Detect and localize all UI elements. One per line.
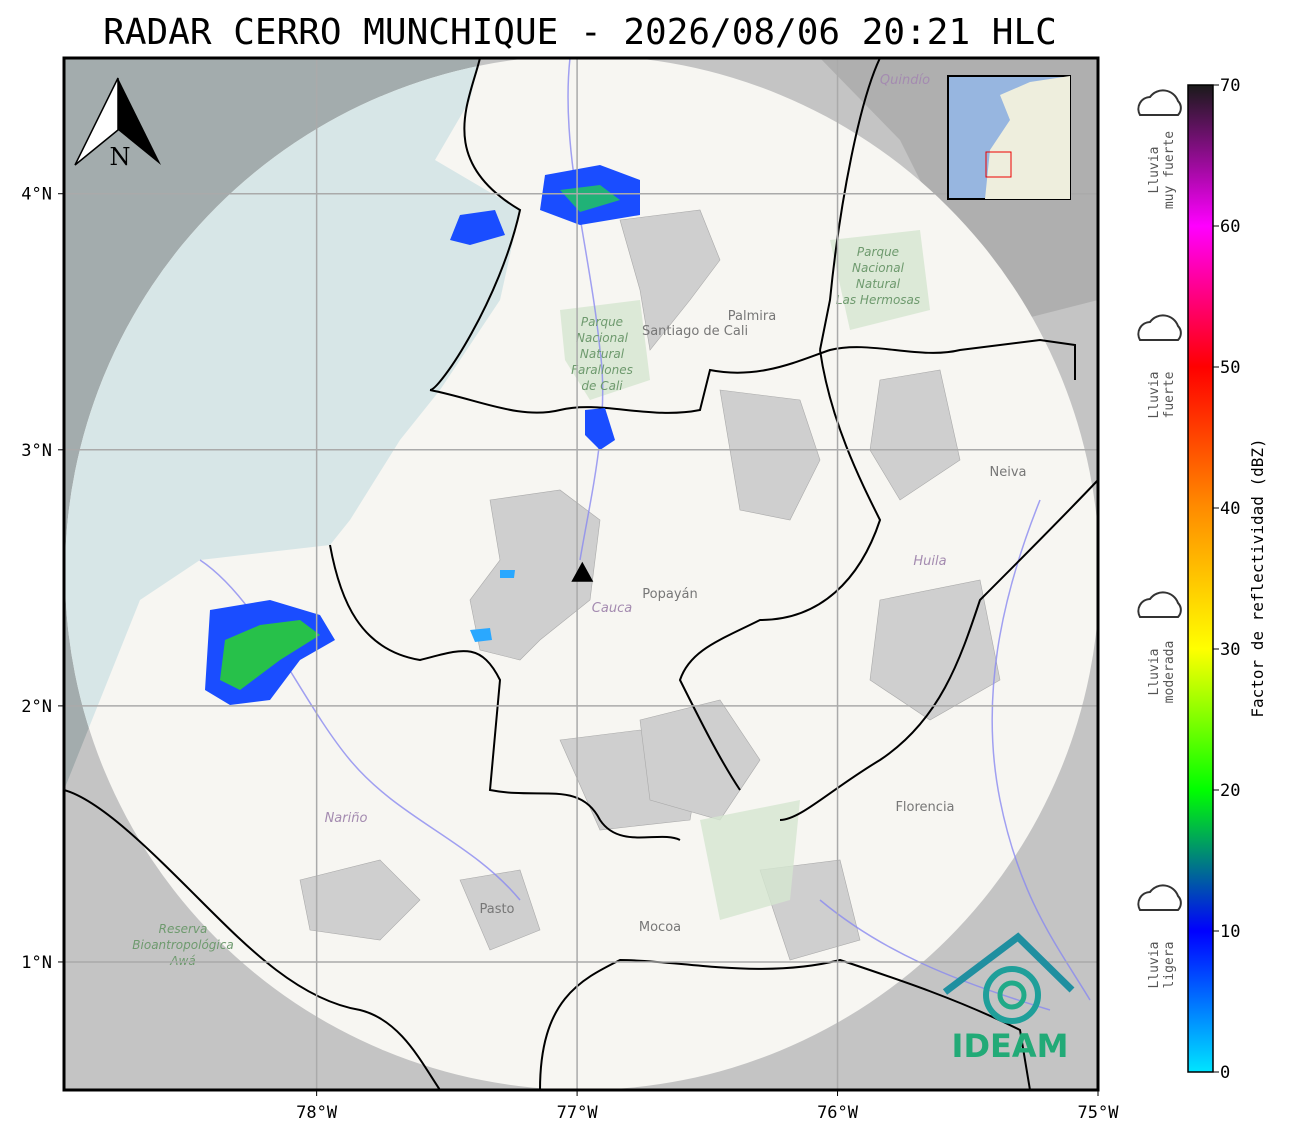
park-label: Reserva [159,922,208,936]
place-label: Santiago de Cali [642,324,748,339]
logo: IDEAM [942,932,1075,1065]
park-label: Parque [857,245,899,259]
park-label: Natural [580,347,625,361]
park-label: Farallones [571,363,633,377]
legend-label: moderada [1162,641,1177,704]
place-label: Quindío [880,73,930,88]
colorbar-tick-label: 40 [1220,499,1240,519]
colorbar-tick-label: 70 [1220,76,1240,96]
colorbar-tick-label: 50 [1220,358,1240,378]
in-range [65,58,1001,961]
colorbar-bar [1187,84,1214,1073]
legend-label: Lluvia [1147,147,1162,194]
inset-map [947,75,1071,200]
parks-area [560,230,930,920]
park-label: Nacional [576,331,629,345]
title: RADAR CERRO MUNCHIQUE - 2026/08/06 20:21… [103,12,1057,53]
colorbar-label: Factor de reflectividad (dBZ) [1248,438,1267,717]
x-tick-label: 78°W [296,1103,338,1123]
colorbar-tick-label: 0 [1220,1063,1230,1083]
relief [299,209,1001,961]
logo-text: IDEAM [952,1027,1069,1065]
north-arrow: N [74,77,161,171]
place-label: Florencia [895,800,954,815]
north-label: N [110,143,131,171]
x-tick-label: 75°W [1078,1103,1120,1123]
rain-icon [1137,591,1182,618]
colorbar-tick-label: 60 [1220,217,1240,237]
legend-label: Lluvia [1147,942,1162,989]
rain-icon [1137,884,1182,911]
place-labels: Santiago de Cali Palmira Popayán Cauca H… [132,73,1026,968]
place-label: Neiva [990,465,1027,480]
park-label: Nacional [852,261,905,275]
park-label: de Cali [581,379,623,393]
y-tick-label: 4°N [21,185,52,205]
y-tick-label: 2°N [21,697,52,717]
place-label: Popayán [642,587,697,602]
place-label: Palmira [728,309,776,324]
colorbar-tick-label: 30 [1220,640,1240,660]
park-label: Awá [169,954,195,968]
colorbar-tick-label: 20 [1220,781,1240,801]
place-label: Pasto [479,902,514,917]
legend-label: ligera [1162,942,1177,989]
radar-site [571,561,594,582]
park-label: Bioantropológica [132,938,233,952]
x-tick-label: 76°W [817,1103,859,1123]
map-frame [62,56,1100,1092]
legend-label: muy fuerte [1162,131,1177,209]
rain-icon [1137,89,1182,116]
place-label: Nariño [325,811,368,826]
place-label: Cauca [592,601,632,616]
place-label: Huila [913,554,946,569]
park-label: Parque [581,315,623,329]
colorbar-tick-label: 10 [1220,922,1240,942]
place-label: Mocoa [639,920,681,935]
park-label: Las Hermosas [836,293,920,307]
colorbar: Factor de reflectividad (dBZ) 0 10 20 30 40 5… [1187,76,1267,1083]
park-label: Natural [856,277,901,291]
legend-label: fuerte [1162,371,1177,418]
rain-icon [1137,314,1182,341]
y-tick-label: 3°N [21,441,52,461]
y-tick-label: 1°N [21,953,52,973]
legend-label: Lluvia [1147,649,1162,696]
map: Santiago de Cali Palmira Popayán Cauca H… [64,58,1098,1090]
legend-label: Lluvia [1147,372,1162,419]
echoes [205,165,640,705]
x-tick-label: 77°W [557,1103,599,1123]
